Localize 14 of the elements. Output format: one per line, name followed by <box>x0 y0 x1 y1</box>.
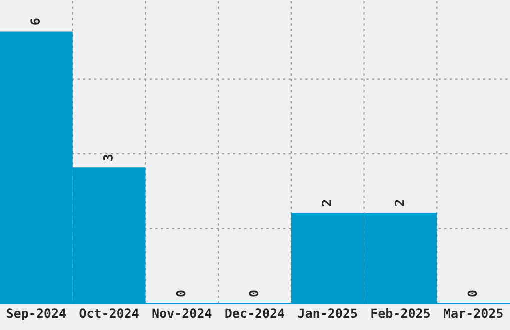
x-tick-label: Mar-2025 <box>444 308 503 318</box>
data-label: 2 <box>322 200 332 206</box>
x-tick-label: Oct-2024 <box>80 308 139 318</box>
data-label: 2 <box>394 200 404 206</box>
data-label: 0 <box>176 290 186 297</box>
x-tick-label: Sep-2024 <box>7 308 66 321</box>
data-label: 6 <box>30 18 40 25</box>
x-tick-label: Feb-2025 <box>372 308 430 318</box>
data-label: 3 <box>103 154 113 161</box>
x-tick-label: Jan-2025 <box>298 308 358 318</box>
data-label: 0 <box>468 290 478 297</box>
x-tick-label: Nov-2024 <box>152 308 212 318</box>
x-tick-label: Dec-2024 <box>226 308 285 318</box>
data-label: 0 <box>249 290 259 297</box>
